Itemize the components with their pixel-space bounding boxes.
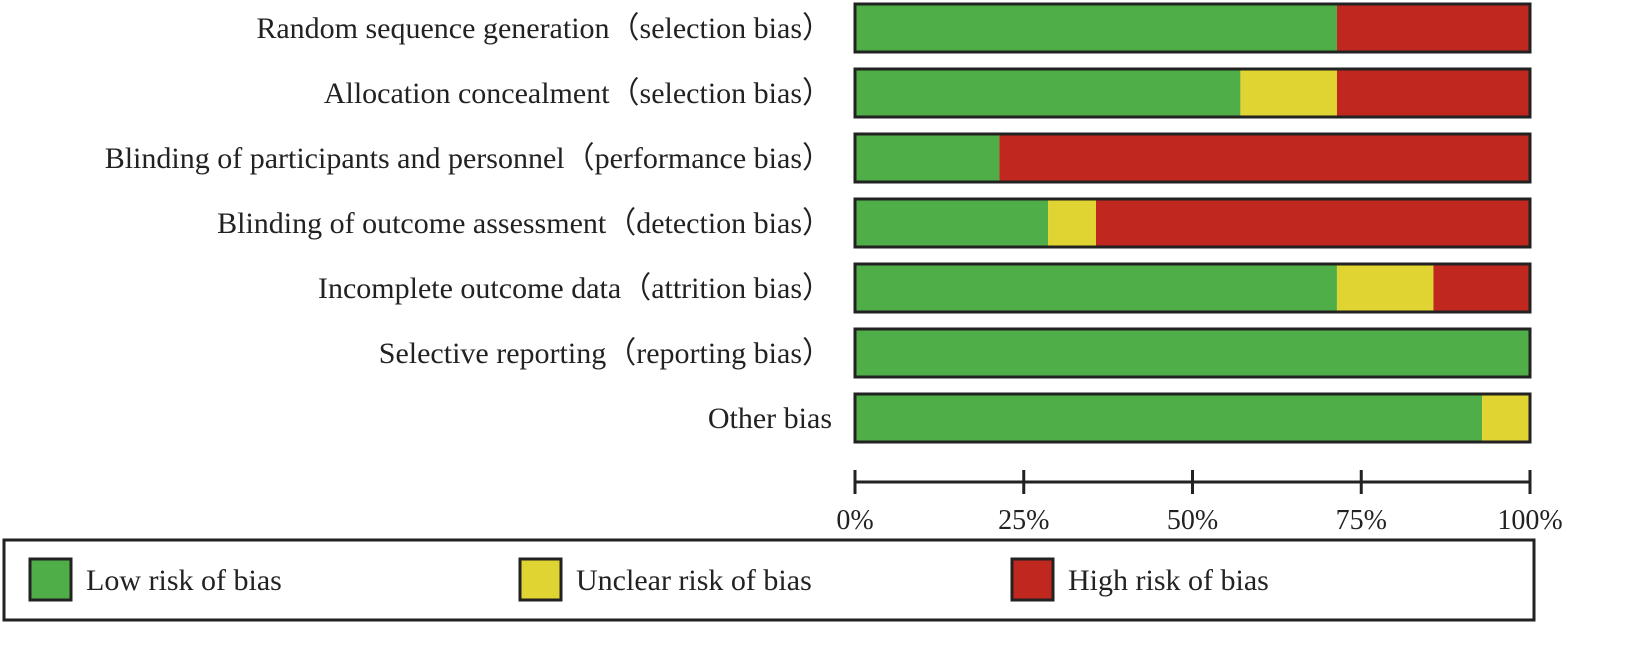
category-label: Allocation concealment（selection bias） — [324, 77, 832, 110]
category-label: Blinding of outcome assessment（detection… — [217, 207, 832, 240]
x-tick-label: 75% — [1336, 505, 1387, 536]
bar-outline — [853, 67, 1532, 119]
category-label: Incomplete outcome data（attrition bias） — [318, 272, 832, 305]
bar-segment-unclear-risk-of-bias — [1048, 199, 1096, 247]
stacked-bars — [853, 2, 1532, 444]
bar-segment-unclear-risk-of-bias — [1336, 264, 1434, 312]
legend-label: High risk of bias — [1068, 564, 1269, 597]
bar-segment-unclear-risk-of-bias — [1482, 394, 1530, 442]
bar-outline — [853, 2, 1532, 54]
x-tick-label: 25% — [998, 505, 1049, 536]
bar-outline — [853, 392, 1532, 444]
x-tick-label: 50% — [1167, 505, 1218, 536]
bar-outline — [853, 327, 1532, 379]
x-tick-label: 100% — [1497, 505, 1562, 536]
bar-segment-high-risk-of-bias — [1433, 264, 1530, 312]
legend-label: Low risk of bias — [86, 564, 282, 597]
bar-segment-high-risk-of-bias — [1095, 199, 1530, 247]
bar-segment-high-risk-of-bias — [1336, 69, 1530, 117]
legend-swatch — [1010, 557, 1055, 602]
bar-segment-low-risk-of-bias — [855, 4, 1337, 52]
bar-segment-high-risk-of-bias — [1336, 4, 1530, 52]
legend-swatch — [28, 557, 73, 602]
category-label: Random sequence generation（selection bia… — [256, 12, 832, 45]
bar-segment-low-risk-of-bias — [855, 329, 1530, 377]
category-label: Blinding of participants and personnel（p… — [105, 142, 832, 175]
bar-segment-low-risk-of-bias — [855, 394, 1483, 442]
bar-segment-low-risk-of-bias — [855, 69, 1241, 117]
x-tick-label: 0% — [836, 505, 873, 536]
bar-segment-low-risk-of-bias — [855, 134, 1000, 182]
category-label: Selective reporting（reporting bias） — [379, 337, 832, 370]
bar-outline — [853, 262, 1532, 314]
legend-swatch — [518, 557, 563, 602]
category-label: Other bias — [708, 402, 832, 435]
bar-outline — [853, 132, 1532, 184]
bar-outline — [853, 197, 1532, 249]
bar-segment-low-risk-of-bias — [855, 264, 1337, 312]
x-axis: 0% 25% 50% 75% 100% — [836, 470, 1563, 536]
bar-segment-high-risk-of-bias — [999, 134, 1530, 182]
bar-segment-low-risk-of-bias — [855, 199, 1049, 247]
legend-box — [2, 538, 1536, 622]
legend: Low risk of bias Unclear risk of bias High… — [2, 538, 1536, 622]
legend-label: Unclear risk of bias — [576, 564, 812, 597]
bar-segment-unclear-risk-of-bias — [1240, 69, 1337, 117]
category-labels: Random sequence generation（selection bia… — [105, 12, 832, 435]
